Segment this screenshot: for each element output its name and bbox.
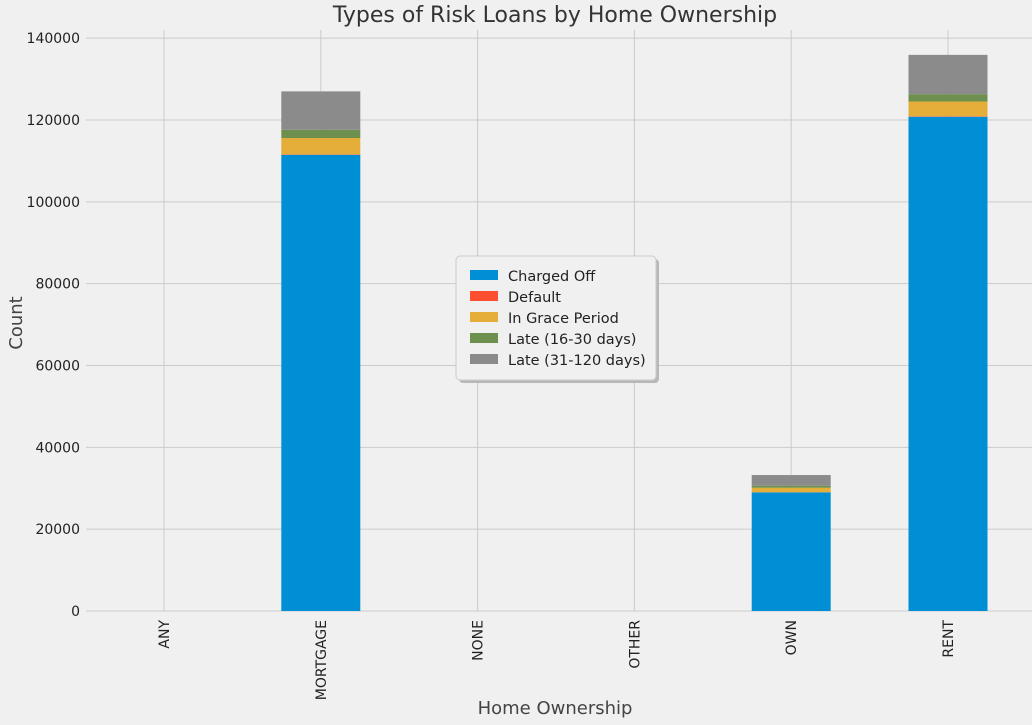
legend-box — [455, 255, 657, 381]
bar-segment-rent-3 — [908, 94, 988, 102]
x-tick-label: OWN — [784, 620, 800, 655]
bar-segment-own-0 — [751, 492, 831, 611]
y-axis-label: Count — [6, 296, 27, 349]
y-tick-label: 20000 — [35, 522, 80, 538]
chart-title: Types of Risk Loans by Home Ownership — [332, 3, 777, 28]
bar-segment-rent-4 — [908, 54, 988, 95]
legend-label: In Grace Period — [508, 311, 619, 327]
bar-segment-mortgage-4 — [281, 91, 361, 130]
legend-swatch — [470, 333, 498, 343]
x-tick-labels: ANY MORTGAGE NONE OTHER OWN RENT — [157, 620, 957, 701]
y-tick-label: 120000 — [27, 113, 80, 129]
y-tick-label: 80000 — [35, 277, 80, 293]
y-tick-label: 0 — [71, 604, 80, 620]
legend-swatch — [470, 270, 498, 280]
bar-segment-rent-2 — [908, 101, 988, 117]
legend-label: Late (16-30 days) — [508, 332, 636, 348]
y-tick-label: 60000 — [35, 359, 80, 375]
legend-label: Late (31-120 days) — [508, 353, 646, 369]
bar-segment-own-4 — [751, 475, 831, 486]
bar-segment-own-3 — [751, 485, 831, 488]
y-tick-labels: 0 20000 40000 60000 80000 100000 120000 140000 — [27, 31, 80, 620]
legend: Charged Off Default In Grace Period Late (1… — [455, 255, 659, 383]
legend-label: Charged Off — [508, 269, 596, 285]
legend-swatch — [470, 312, 498, 322]
x-tick-label: ANY — [157, 620, 173, 649]
y-tick-label: 140000 — [27, 31, 80, 47]
legend-swatch — [470, 291, 498, 301]
x-tick-label: NONE — [471, 620, 487, 661]
x-axis-label: Home Ownership — [478, 698, 633, 719]
bar-segment-mortgage-0 — [281, 154, 361, 612]
x-tick-label: OTHER — [627, 620, 643, 669]
y-tick-label: 40000 — [35, 440, 80, 456]
legend-label: Default — [508, 290, 561, 306]
legend-swatch — [470, 354, 498, 364]
y-tick-label: 100000 — [27, 195, 80, 211]
x-tick-label: RENT — [941, 620, 957, 658]
bar-segment-own-2 — [751, 487, 831, 493]
bar-segment-rent-0 — [908, 116, 988, 611]
x-tick-label: MORTGAGE — [314, 620, 330, 700]
bar-segment-mortgage-2 — [281, 138, 361, 155]
bar-segment-mortgage-3 — [281, 129, 361, 139]
bars — [281, 54, 988, 612]
